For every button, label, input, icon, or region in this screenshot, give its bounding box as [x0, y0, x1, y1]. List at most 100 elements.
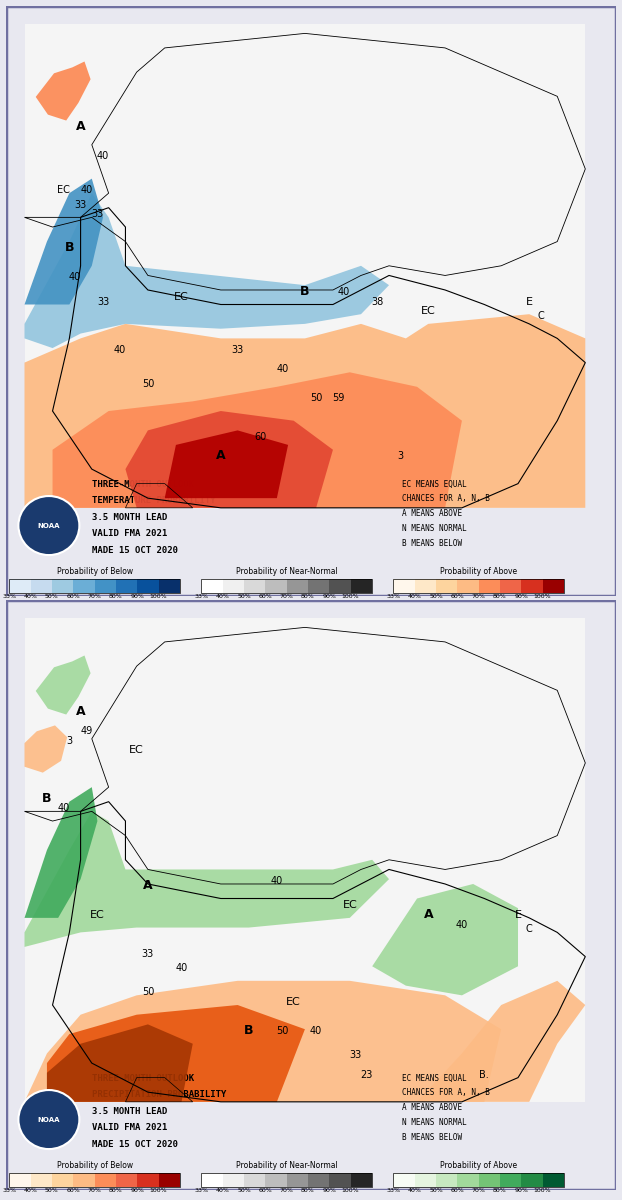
- Text: EC: EC: [286, 997, 301, 1007]
- Bar: [521, 578, 542, 594]
- Text: TEMPERATURE PROBABILITY: TEMPERATURE PROBABILITY: [91, 497, 215, 505]
- Bar: [202, 1172, 223, 1188]
- Text: 100%: 100%: [342, 594, 360, 599]
- Bar: [73, 578, 95, 594]
- Text: 100%: 100%: [534, 594, 552, 599]
- Text: 40: 40: [456, 919, 468, 930]
- Bar: [95, 578, 116, 594]
- Text: 33: 33: [231, 344, 244, 355]
- Text: 40: 40: [114, 344, 126, 355]
- Bar: [244, 1172, 265, 1188]
- Text: A: A: [76, 704, 85, 718]
- Bar: [351, 578, 372, 594]
- Text: 60%: 60%: [67, 1188, 80, 1193]
- Text: 40%: 40%: [24, 594, 37, 599]
- Text: 49: 49: [80, 726, 92, 736]
- Text: 40: 40: [58, 803, 70, 814]
- Text: 80%: 80%: [493, 594, 507, 599]
- Bar: [9, 1172, 30, 1188]
- Text: 80%: 80%: [301, 1188, 315, 1193]
- Text: 60%: 60%: [450, 1188, 464, 1193]
- Text: 33: 33: [75, 199, 86, 210]
- Bar: [393, 578, 415, 594]
- Text: 40: 40: [69, 272, 81, 282]
- Polygon shape: [372, 884, 518, 995]
- Bar: [287, 578, 308, 594]
- Text: 38: 38: [372, 296, 384, 306]
- Text: 59: 59: [332, 394, 345, 403]
- Text: 33%: 33%: [194, 1188, 208, 1193]
- Text: EC: EC: [57, 185, 70, 196]
- Text: 50: 50: [310, 394, 322, 403]
- Polygon shape: [24, 193, 389, 348]
- Text: 50%: 50%: [429, 1188, 443, 1193]
- Bar: [393, 1172, 564, 1188]
- Text: 90%: 90%: [131, 594, 144, 599]
- Text: Probability of Near-Normal: Probability of Near-Normal: [236, 566, 338, 576]
- Bar: [223, 1172, 244, 1188]
- Text: B MEANS BELOW: B MEANS BELOW: [402, 1133, 463, 1141]
- Text: MADE 15 OCT 2020: MADE 15 OCT 2020: [91, 1140, 177, 1148]
- Bar: [436, 578, 457, 594]
- Text: 50%: 50%: [237, 1188, 251, 1193]
- Text: C: C: [537, 311, 544, 322]
- Text: 60%: 60%: [258, 594, 272, 599]
- Bar: [244, 578, 265, 594]
- Text: 23: 23: [360, 1069, 373, 1080]
- Text: E: E: [514, 910, 521, 920]
- Polygon shape: [35, 61, 91, 120]
- Text: 80%: 80%: [493, 1188, 507, 1193]
- Text: 40%: 40%: [24, 1188, 37, 1193]
- Text: 40: 40: [97, 151, 109, 161]
- Text: 70%: 70%: [88, 594, 101, 599]
- Text: 60%: 60%: [450, 594, 464, 599]
- Text: 90%: 90%: [514, 1188, 528, 1193]
- Text: NOAA: NOAA: [38, 1116, 60, 1122]
- Text: A: A: [76, 120, 85, 133]
- Circle shape: [19, 496, 80, 556]
- Text: 33%: 33%: [2, 1188, 16, 1193]
- Text: 70%: 70%: [471, 1188, 486, 1193]
- Bar: [159, 1172, 180, 1188]
- Bar: [202, 578, 223, 594]
- Polygon shape: [24, 811, 389, 947]
- Text: 70%: 70%: [280, 1188, 294, 1193]
- Bar: [415, 578, 436, 594]
- Bar: [266, 578, 287, 594]
- Text: B: B: [244, 1024, 254, 1037]
- Polygon shape: [24, 980, 501, 1102]
- Text: A MEANS ABOVE: A MEANS ABOVE: [402, 509, 463, 518]
- Text: 3.5 MONTH LEAD: 3.5 MONTH LEAD: [91, 1106, 167, 1116]
- Text: 40%: 40%: [407, 1188, 422, 1193]
- Text: Probability of Near-Normal: Probability of Near-Normal: [236, 1160, 338, 1170]
- Bar: [159, 578, 180, 594]
- Text: A: A: [143, 878, 152, 892]
- Text: 70%: 70%: [88, 1188, 101, 1193]
- Bar: [202, 578, 372, 594]
- Bar: [500, 578, 521, 594]
- Bar: [30, 578, 52, 594]
- Text: 100%: 100%: [150, 594, 167, 599]
- Bar: [542, 1172, 564, 1188]
- Text: 60: 60: [254, 432, 266, 442]
- Bar: [266, 1172, 287, 1188]
- Text: 33: 33: [97, 296, 109, 306]
- Text: B: B: [300, 284, 310, 298]
- Polygon shape: [165, 431, 288, 498]
- Bar: [223, 578, 244, 594]
- Text: B MEANS BELOW: B MEANS BELOW: [402, 539, 463, 547]
- Text: 100%: 100%: [150, 1188, 167, 1193]
- Bar: [24, 618, 585, 1102]
- Bar: [329, 578, 351, 594]
- Text: 80%: 80%: [301, 594, 315, 599]
- Text: 80%: 80%: [109, 1188, 123, 1193]
- Bar: [73, 1172, 95, 1188]
- Polygon shape: [126, 412, 333, 508]
- Text: 50: 50: [142, 988, 154, 997]
- Circle shape: [19, 1090, 80, 1150]
- Bar: [436, 1172, 457, 1188]
- Text: EC: EC: [174, 292, 189, 301]
- Text: N MEANS NORMAL: N MEANS NORMAL: [402, 524, 467, 533]
- Bar: [287, 1172, 308, 1188]
- Bar: [457, 1172, 478, 1188]
